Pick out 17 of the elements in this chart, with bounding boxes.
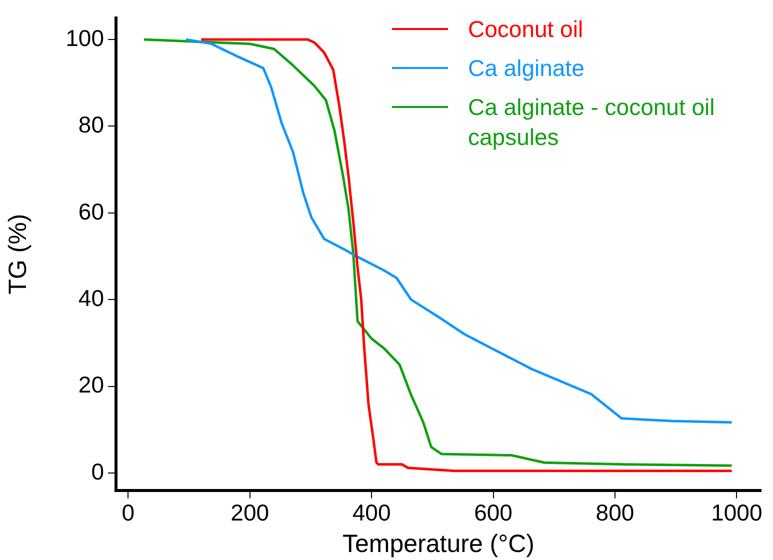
y-axis-title: TG (%): [4, 214, 32, 294]
legend-label: Ca alginate: [468, 54, 586, 83]
legend-label: Ca alginate - coconut oil capsules: [468, 93, 716, 152]
y-tick-label: 100: [66, 24, 104, 51]
legend-label: Coconut oil: [468, 15, 584, 44]
y-tick-label: 40: [78, 284, 104, 311]
y-tick-label: 0: [91, 458, 104, 484]
x-axis-title: Temperature (°C): [342, 530, 534, 558]
x-tick-label: 200: [230, 500, 270, 526]
x-tick-label: 1000: [711, 500, 762, 526]
x-tick-label: 0: [122, 500, 135, 526]
y-tick-label: 80: [78, 112, 104, 138]
x-tick-label: 800: [596, 500, 634, 526]
y-tick-label: 60: [78, 198, 104, 224]
x-tick-label: 600: [474, 500, 512, 526]
x-tick-label: 400: [352, 500, 391, 526]
y-tick-label: 20: [78, 372, 104, 398]
